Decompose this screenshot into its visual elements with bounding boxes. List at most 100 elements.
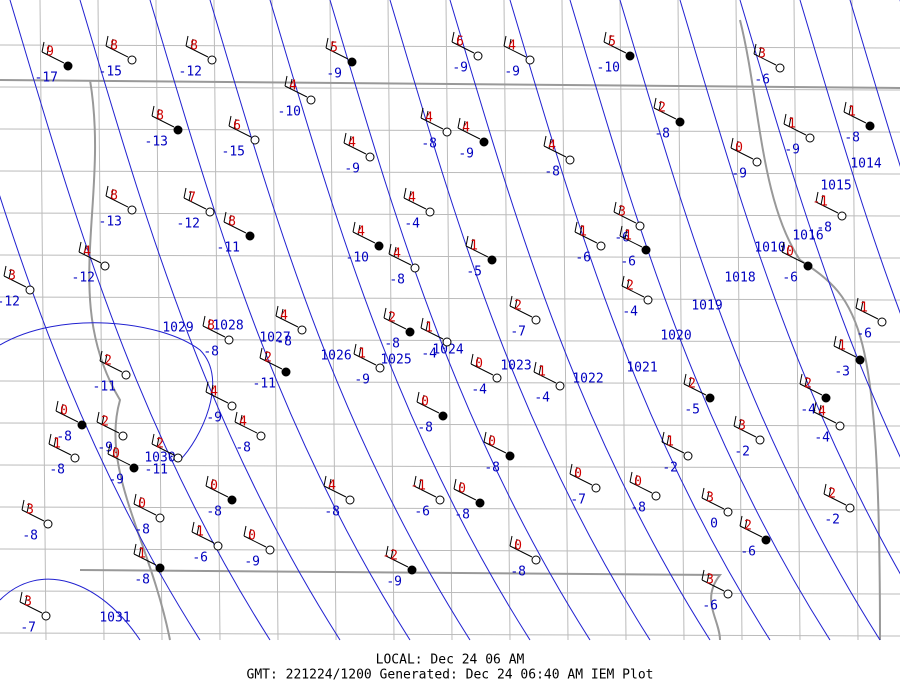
wind-barb (3, 275, 27, 288)
station-circle (845, 503, 855, 513)
isobar-line (679, 0, 900, 575)
dewpoint: -9 (206, 411, 222, 426)
isobar-label: 1016 (792, 229, 823, 244)
station-circle (525, 55, 535, 65)
station-circle (865, 121, 875, 131)
temperature: 8 (110, 39, 118, 54)
temperature: 0 (634, 475, 642, 490)
dewpoint: -8 (454, 508, 470, 523)
wind-barb (183, 197, 207, 210)
wind-barb (733, 425, 757, 438)
county-line (213, 0, 221, 641)
wind-barb (343, 142, 367, 155)
temperature: 4 (289, 79, 297, 94)
wind-barb-flag (608, 34, 612, 46)
station-plot: 3 -6 (753, 43, 785, 88)
wind-barb (621, 285, 645, 298)
wind-barb-flag (548, 138, 552, 150)
wind-barb-flag (543, 135, 547, 147)
isobar-label: 1024 (432, 343, 463, 358)
wind-barb-flag (855, 297, 859, 309)
temperature: 4 (210, 385, 218, 400)
wind-barb (353, 353, 377, 366)
wind-barb-flag (205, 475, 209, 487)
temperature: 3 (618, 205, 626, 220)
wind-barb-flag (618, 204, 622, 216)
wind-barb (105, 195, 129, 208)
station-plot: 4 -8 (388, 243, 420, 288)
station-plot: 2 -11 (93, 350, 131, 395)
station-circle (365, 152, 375, 162)
county-line (387, 0, 395, 641)
wind-barb-flag (46, 44, 50, 56)
station-plot: 0 -4 (470, 353, 502, 398)
station-circle (591, 483, 601, 493)
wind-barb-flag (813, 401, 817, 413)
station-plot: -1 -8 (812, 191, 847, 236)
wind-barb-flag (613, 201, 617, 213)
wind-barb-flag (385, 545, 389, 557)
wind-barb-flag (210, 384, 214, 396)
station-plot: 1 -8 (133, 543, 165, 588)
station-plot: 4 -9 (457, 117, 489, 162)
wind-barb-flag (248, 528, 252, 540)
wind-barb-flag (804, 376, 808, 388)
station-circle (492, 373, 502, 383)
station-circle (487, 255, 497, 265)
isobar-line (739, 0, 900, 458)
county-line (793, 0, 801, 641)
dewpoint: 0 (710, 517, 718, 532)
dewpoint: -8 (630, 501, 646, 516)
isobar-line (569, 0, 831, 641)
wind-barb (99, 360, 123, 373)
dewpoint: -6 (740, 545, 756, 560)
temperature: 8 (156, 109, 164, 124)
wind-barb (833, 345, 857, 358)
station-plot: 4 -12 (72, 241, 110, 286)
temperature: 2 (101, 415, 109, 430)
station-plot: 0 -8 (205, 475, 237, 520)
wind-barb (509, 545, 533, 558)
temperature: 1 (624, 229, 632, 244)
station-circle (755, 435, 765, 445)
dewpoint: -2 (824, 513, 840, 528)
temperature: 9 (46, 45, 54, 60)
station-circle (347, 57, 357, 67)
dewpoint: -8 (324, 505, 340, 520)
station-plot: 2 -2 (823, 483, 855, 528)
wind-barb-flag (456, 34, 460, 46)
wind-barb (420, 117, 444, 130)
dewpoint: -3 (834, 365, 850, 380)
station-circle (531, 555, 541, 565)
wind-barb-flag (202, 315, 206, 327)
wind-barb-flag (185, 35, 189, 47)
temperature: -1 (812, 195, 828, 210)
wind-barb (509, 305, 533, 318)
station-circle (173, 125, 183, 135)
dewpoint: -6 (192, 551, 208, 566)
wind-barb-flag (788, 116, 792, 128)
wind-barb (205, 391, 229, 404)
station-plot: 1 -6 (574, 221, 606, 266)
wind-barb (730, 147, 754, 160)
station-circle (473, 51, 483, 61)
dewpoint: -12 (179, 65, 202, 80)
wind-barb (574, 231, 598, 244)
county-line (0, 464, 900, 469)
wind-barb-flag (280, 308, 284, 320)
station-plot: 1 -3 (833, 335, 865, 380)
wind-barb-flag (860, 300, 864, 312)
station-circle (775, 63, 785, 73)
wind-barb-flag (228, 115, 232, 127)
wind-barb (653, 107, 677, 120)
temperature: 0 (574, 467, 582, 482)
wind-barb-flag (833, 335, 837, 347)
station-circle (835, 421, 845, 431)
wind-barb (420, 327, 444, 340)
temperature: 0 (786, 245, 794, 260)
dewpoint: -6 (782, 271, 798, 286)
wind-barb-flag (284, 75, 288, 87)
station-plot: 0 -9 (730, 137, 762, 182)
station-circle (118, 431, 128, 441)
